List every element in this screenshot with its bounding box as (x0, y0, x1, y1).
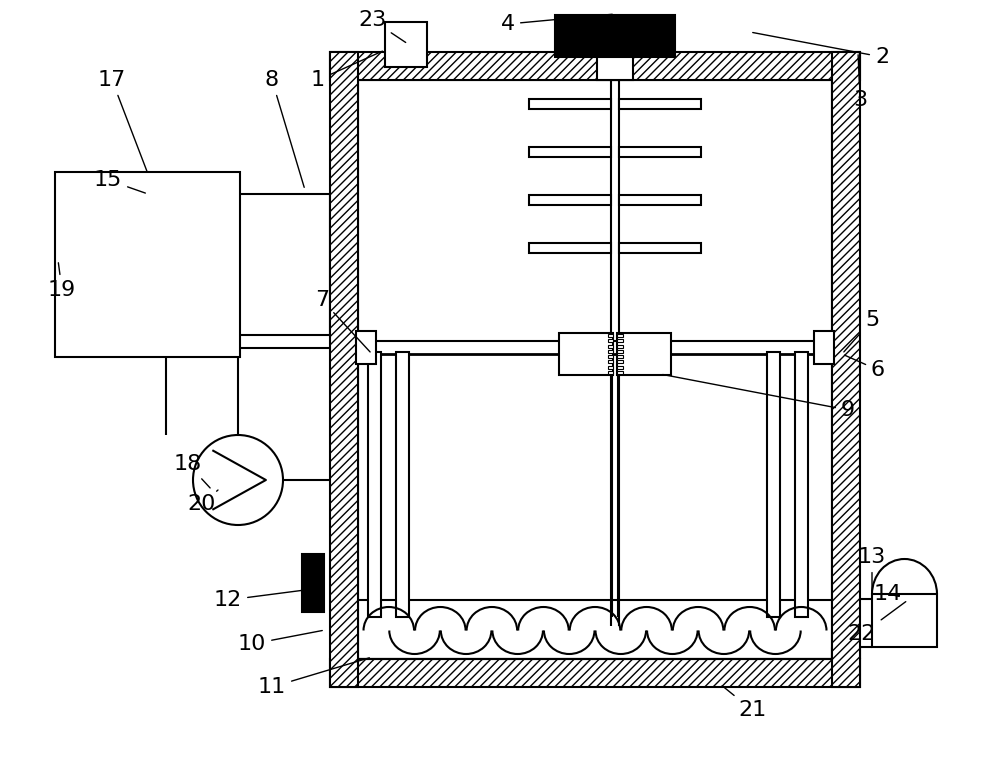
Bar (795, 352, 808, 617)
Bar (608, 339, 613, 342)
Text: 15: 15 (94, 170, 145, 193)
Bar (617, 366, 622, 369)
Circle shape (193, 435, 283, 525)
Bar (814, 331, 834, 364)
Bar (617, 333, 671, 375)
Bar (330, 659, 860, 687)
Bar (617, 360, 622, 363)
Bar (617, 344, 622, 347)
Bar (617, 334, 622, 338)
Bar (368, 352, 381, 617)
Bar (767, 352, 780, 617)
Text: 14: 14 (874, 584, 902, 604)
Bar (608, 366, 613, 369)
Text: 4: 4 (501, 14, 612, 34)
Bar (555, 15, 675, 57)
Bar (529, 243, 611, 253)
Bar (619, 147, 701, 157)
Text: 21: 21 (722, 686, 766, 720)
Text: 2: 2 (753, 33, 889, 67)
Bar (529, 99, 611, 109)
Bar (619, 99, 701, 109)
Text: 19: 19 (48, 263, 76, 300)
Bar (597, 17, 633, 80)
Bar (529, 195, 611, 205)
Bar (608, 344, 613, 347)
Bar (617, 339, 622, 342)
Bar (396, 352, 409, 617)
Bar (617, 355, 622, 358)
Bar (617, 371, 622, 374)
Bar (385, 22, 427, 67)
Bar (559, 333, 613, 375)
Bar (608, 355, 613, 358)
Bar (529, 147, 611, 157)
Bar (619, 195, 701, 205)
Bar (617, 350, 622, 353)
Bar (330, 52, 358, 687)
Bar (619, 243, 701, 253)
Text: 12: 12 (214, 590, 302, 610)
Text: 7: 7 (315, 290, 370, 352)
Text: 6: 6 (845, 355, 885, 380)
Text: 1: 1 (311, 51, 382, 90)
Text: 11: 11 (258, 658, 369, 697)
Bar (330, 52, 860, 80)
Text: 17: 17 (98, 70, 147, 171)
Bar (608, 371, 613, 374)
Text: 3: 3 (853, 55, 867, 110)
Bar (872, 594, 937, 647)
Text: 13: 13 (858, 547, 886, 601)
Bar (608, 350, 613, 353)
Bar (608, 334, 613, 338)
Text: 8: 8 (265, 70, 304, 187)
Text: 22: 22 (848, 602, 906, 644)
Text: 9: 9 (663, 374, 855, 420)
Bar (356, 331, 376, 364)
Bar (832, 52, 860, 687)
Text: 23: 23 (358, 10, 406, 43)
Bar (608, 360, 613, 363)
Bar (55, 172, 240, 357)
Text: 18: 18 (174, 454, 210, 488)
Text: 10: 10 (238, 630, 322, 654)
Bar (302, 554, 324, 612)
Text: 5: 5 (844, 310, 879, 352)
Text: 20: 20 (188, 490, 218, 514)
